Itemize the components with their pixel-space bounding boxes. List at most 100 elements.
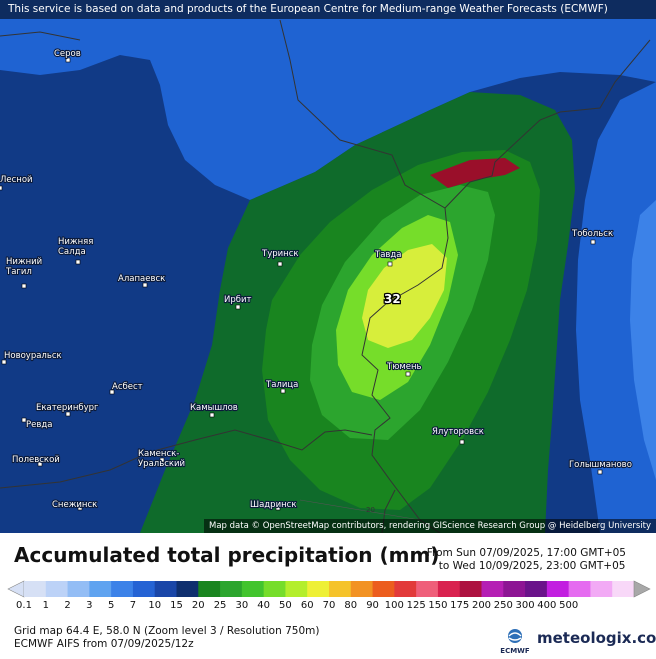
- ecmwf-logo: ECMWF: [495, 627, 535, 659]
- scale-label-13: 60: [300, 600, 314, 611]
- scale-label-21: 200: [471, 600, 492, 611]
- scale-label-7: 15: [170, 600, 183, 611]
- scale-arrow-right: [633, 580, 651, 598]
- scale-swatch-7: [176, 581, 199, 597]
- scale-label-5: 7: [129, 600, 137, 611]
- scale-arrow-left: [7, 580, 25, 598]
- city-label: Ялуторовск: [432, 427, 484, 437]
- city-7: Тобольск: [570, 228, 614, 245]
- scale-swatch-8: [198, 581, 221, 597]
- city-17: Полевской: [11, 454, 61, 467]
- city-15: Ялуторовск: [431, 426, 485, 445]
- color-scale: [0, 577, 656, 603]
- scale-swatch-10: [241, 581, 265, 597]
- scale-swatch-13: [307, 581, 330, 597]
- city-3: Нижний Тагил: [4, 256, 43, 289]
- city-label: Тобольск: [571, 229, 613, 239]
- city-marker: [109, 389, 115, 395]
- scale-swatch-16: [372, 581, 395, 597]
- scale-label-14: 70: [322, 600, 336, 611]
- city-marker: [280, 388, 286, 394]
- scale-label-0: 0.1: [16, 600, 32, 611]
- scale-label-3: 3: [86, 600, 93, 611]
- city-marker: [1, 359, 7, 365]
- period-from: From Sun 07/09/2025, 17:00 GMT+05: [426, 547, 626, 559]
- city-21: Шадринск: [249, 499, 298, 511]
- model-meta: Grid map 64.4 E, 58.0 N (Zoom level 3 / …: [14, 625, 319, 651]
- scale-swatch-18: [416, 581, 439, 597]
- region-border-west: [0, 31, 81, 41]
- city-marker: [65, 411, 71, 417]
- scale-label-4: 5: [107, 600, 115, 611]
- region-border-tyumen: [361, 207, 449, 533]
- city-marker: [597, 469, 603, 475]
- city-label: Голышманово: [569, 460, 632, 470]
- city-marker: [21, 417, 27, 423]
- city-marker: [0, 185, 3, 191]
- road-line: [299, 499, 421, 521]
- scale-swatch-2: [67, 581, 90, 597]
- city-5: Туринск: [260, 248, 300, 267]
- city-label: Шадринск: [250, 500, 296, 510]
- city-label: Полевской: [12, 455, 60, 465]
- city-label: Нижний Тагил: [5, 257, 42, 277]
- scale-label-2: 2: [64, 600, 71, 611]
- city-label: Тавда: [374, 250, 402, 260]
- city-marker: [275, 505, 281, 511]
- scale-label-20: 175: [450, 600, 470, 611]
- city-label: Алапаевск: [118, 274, 165, 284]
- region-border-north: [279, 19, 651, 209]
- city-label: Екатеринбург: [36, 403, 99, 413]
- city-marker: [77, 505, 83, 511]
- scale-swatch-19: [437, 581, 461, 597]
- ecmwf-logo-text: ECMWF: [500, 647, 530, 655]
- scale-label-11: 40: [257, 600, 271, 611]
- precipitation-map[interactable]: Серов Лесной Нижняя Салда Нижний Тагил Алапаев…: [0, 0, 656, 533]
- field-5-7-north: [0, 0, 656, 200]
- period-to: to Wed 10/09/2025, 23:00 GMT+05: [438, 560, 626, 572]
- scale-swatch-9: [220, 581, 243, 597]
- city-marker: [235, 304, 241, 310]
- city-13: Екатеринбург: [35, 402, 100, 417]
- city-marker: [21, 283, 27, 289]
- scale-swatch-24: [546, 581, 570, 597]
- city-label: Нижняя Салда: [58, 237, 93, 257]
- road-number-label: 20: [366, 506, 375, 514]
- scale-label-6: 10: [148, 600, 162, 611]
- city-label: Новоуральск: [4, 351, 62, 361]
- region-border-south: [0, 429, 373, 489]
- map-attribution[interactable]: Map data © OpenStreetMap contributors, r…: [204, 519, 656, 533]
- city-label: Серов: [54, 49, 81, 59]
- city-marker: [387, 261, 393, 267]
- scale-swatch-11: [263, 581, 286, 597]
- scale-label-12: 50: [279, 600, 292, 611]
- scale-label-22: 250: [493, 600, 513, 611]
- city-marker: [277, 261, 283, 267]
- field-3-5-east: [630, 200, 656, 480]
- brand-name: meteologix.com: [537, 629, 656, 647]
- legend-panel: Accumulated total precipitation (mm) Fro…: [0, 533, 656, 656]
- scale-swatch-12: [285, 581, 308, 597]
- scale-swatch-23: [525, 581, 548, 597]
- city-6: Тавда: [373, 249, 403, 267]
- scale-swatch-1: [45, 581, 69, 597]
- brand-link[interactable]: meteologix.com: [537, 629, 656, 647]
- scale-swatch-4: [111, 581, 134, 597]
- scale-label-9: 25: [213, 600, 227, 611]
- scale-swatch-14: [329, 581, 352, 597]
- scale-swatch-27: [612, 581, 635, 597]
- city-20: Снежинск: [51, 499, 98, 511]
- city-marker: [75, 259, 81, 265]
- city-16: Ревда: [21, 417, 54, 431]
- color-scale-labels: 0.1 1 2 3 5 7 10 15 20 25 30 40 50 60 70 80 90 100 125 150 1…: [0, 600, 656, 614]
- scale-label-25: 500: [559, 600, 579, 611]
- city-label: Каменск-Уральский: [138, 449, 185, 469]
- scale-label-23: 300: [515, 600, 535, 611]
- city-label: Снежинск: [52, 500, 97, 510]
- city-label: Ирбит: [224, 295, 252, 305]
- max-value-label: 32: [384, 292, 401, 306]
- scale-swatch-17: [394, 581, 417, 597]
- city-marker: [142, 282, 148, 288]
- scale-swatch-20: [459, 581, 482, 597]
- city-label: Туринск: [261, 249, 299, 259]
